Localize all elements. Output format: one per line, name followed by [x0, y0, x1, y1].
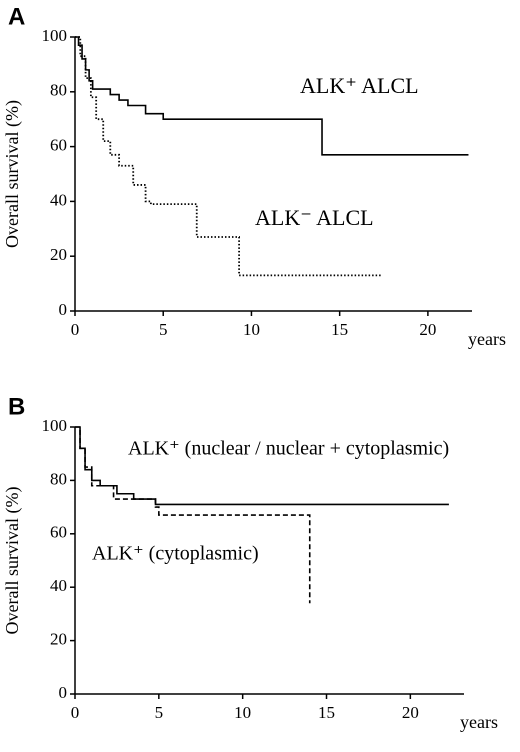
survival-curve [75, 36, 383, 277]
panel-label: A [8, 3, 25, 30]
survival-curve [75, 426, 311, 604]
y-tick-label: 80 [50, 469, 67, 488]
x-tick-label: 0 [71, 703, 80, 722]
y-tick-label: 40 [50, 190, 67, 209]
x-tick-label: 5 [155, 703, 164, 722]
x-tick-label: 10 [234, 703, 251, 722]
y-tick-label: 100 [42, 26, 68, 45]
y-tick-label: 0 [59, 300, 68, 319]
x-axis-label: years [460, 712, 498, 732]
panel-label: B [8, 393, 25, 420]
y-axis-label: Overall survival (%) [2, 100, 23, 248]
x-tick-label: 0 [71, 320, 80, 339]
series-label: ALK⁺ ALCL [300, 73, 419, 98]
survival-curve [75, 36, 469, 156]
x-tick-label: 15 [331, 320, 348, 339]
y-tick-label: 80 [50, 81, 67, 100]
y-tick-label: 60 [50, 523, 67, 542]
series-label: ALK⁻ ALCL [255, 205, 374, 230]
y-tick-label: 100 [42, 416, 68, 435]
series-label: ALK⁺ (nuclear / nuclear + cytoplasmic) [128, 438, 449, 460]
x-tick-label: 10 [243, 320, 260, 339]
x-tick-label: 20 [419, 320, 436, 339]
y-tick-label: 60 [50, 136, 67, 155]
y-tick-label: 20 [50, 630, 67, 649]
y-tick-label: 20 [50, 245, 67, 264]
y-axis-label: Overall survival (%) [2, 487, 23, 635]
x-axis-label: years [468, 329, 506, 349]
y-tick-label: 40 [50, 576, 67, 595]
x-tick-label: 20 [402, 703, 419, 722]
x-tick-label: 15 [318, 703, 335, 722]
x-tick-label: 5 [159, 320, 168, 339]
y-tick-label: 0 [59, 683, 68, 702]
series-label: ALK⁺ (cytoplasmic) [92, 543, 259, 565]
